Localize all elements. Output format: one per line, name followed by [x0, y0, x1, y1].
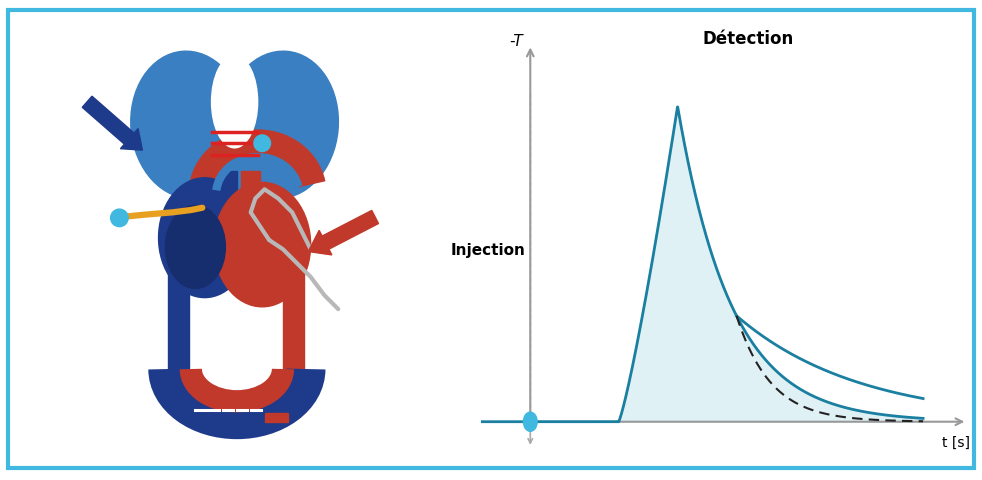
Ellipse shape: [165, 205, 225, 288]
Text: -T: -T: [509, 34, 522, 48]
Circle shape: [254, 135, 270, 152]
Circle shape: [523, 412, 537, 432]
Polygon shape: [218, 171, 237, 199]
Circle shape: [111, 209, 128, 227]
Ellipse shape: [214, 182, 310, 307]
Polygon shape: [187, 413, 264, 422]
FancyArrow shape: [308, 210, 378, 255]
Ellipse shape: [131, 51, 246, 198]
Ellipse shape: [189, 148, 281, 203]
Polygon shape: [168, 231, 189, 369]
Text: Injection: Injection: [451, 243, 525, 258]
Ellipse shape: [158, 178, 250, 298]
FancyArrow shape: [82, 96, 142, 150]
Text: t [s]: t [s]: [942, 435, 969, 449]
Ellipse shape: [223, 51, 339, 198]
Polygon shape: [242, 171, 260, 199]
Ellipse shape: [211, 56, 257, 148]
Text: Détection: Détection: [702, 30, 793, 48]
Polygon shape: [283, 263, 303, 369]
Polygon shape: [264, 413, 288, 422]
